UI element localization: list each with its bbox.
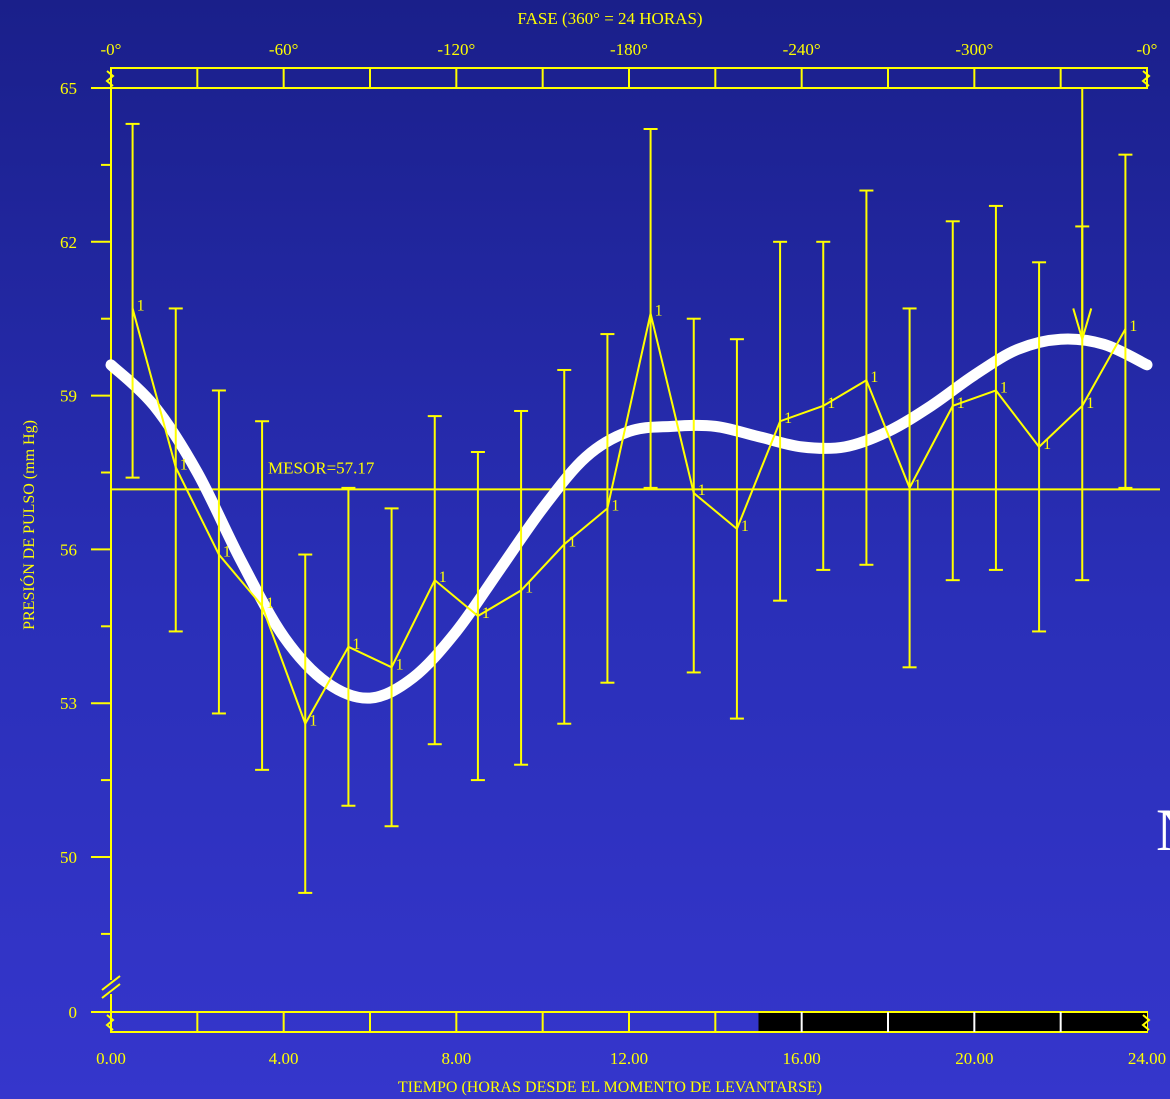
data-point-label: 1 bbox=[957, 395, 965, 412]
data-point-label: 1 bbox=[352, 636, 360, 653]
y-axis-title: PRESIÓN DE PULSO (mm Hg) bbox=[19, 420, 38, 630]
phase-tick-label: -60° bbox=[269, 40, 298, 59]
y-tick-label: 53 bbox=[60, 694, 77, 713]
data-point-label: 1 bbox=[611, 497, 619, 514]
x-tick-label: 8.00 bbox=[441, 1049, 471, 1068]
data-point-label: 1 bbox=[827, 395, 835, 412]
phase-axis-bar bbox=[105, 67, 1151, 89]
phase-tick-label: -300° bbox=[955, 40, 993, 59]
data-point-label: 1 bbox=[698, 482, 706, 499]
y-tick-label: 56 bbox=[60, 540, 77, 559]
data-layer: 1 1 1 1 1 1 1 1 1 1 1 1 1 1 1 1 1 1 1 1 1 1 1 1 bbox=[125, 88, 1137, 894]
phase-tick-label: -180° bbox=[610, 40, 648, 59]
acrophase-arrowhead bbox=[1072, 308, 1093, 343]
x-tick-label: 12.00 bbox=[610, 1049, 648, 1068]
night-band bbox=[758, 1013, 1147, 1031]
data-point-label: 1 bbox=[741, 518, 749, 535]
phase-tick-label: -120° bbox=[437, 40, 475, 59]
data-point-label: 1 bbox=[655, 303, 663, 320]
label-layer: -0° -60° -120° -180° -240° -300° -0° 0.00 4.00 8.… bbox=[96, 40, 1166, 1068]
time-bar-break-mark bbox=[1141, 1014, 1151, 1031]
data-point-label: 1 bbox=[137, 297, 145, 314]
y-break-label: 0 bbox=[69, 1003, 78, 1022]
data-point-label: 1 bbox=[396, 656, 404, 673]
x-tick-label: 0.00 bbox=[96, 1049, 126, 1068]
data-point-label: 1 bbox=[870, 369, 878, 386]
y-tick-label: 59 bbox=[60, 387, 77, 406]
y-tick-label: 65 bbox=[60, 79, 77, 98]
data-point-label: 1 bbox=[1043, 436, 1051, 453]
x-tick-label: 20.00 bbox=[955, 1049, 993, 1068]
y-axis-break-mark bbox=[101, 975, 121, 999]
data-point-label: 1 bbox=[180, 456, 188, 473]
data-point-label: 1 bbox=[482, 605, 490, 622]
cosinor-fit-curve bbox=[105, 333, 1153, 704]
phase-tick-label: -240° bbox=[783, 40, 821, 59]
cosinor-fit-layer bbox=[105, 333, 1153, 704]
data-point-label: 1 bbox=[439, 569, 447, 586]
phase-tick-label: -0° bbox=[1137, 40, 1158, 59]
x-axis-title: TIEMPO (HORAS DESDE EL MOMENTO DE LEVANT… bbox=[398, 1079, 822, 1096]
data-point-label: 1 bbox=[1129, 318, 1137, 335]
x-tick-label: 24.00 bbox=[1128, 1049, 1166, 1068]
x-tick-label: 16.00 bbox=[783, 1049, 821, 1068]
data-point-label: 1 bbox=[784, 410, 792, 427]
data-point-label: 1 bbox=[223, 544, 231, 561]
x-tick-label: 4.00 bbox=[269, 1049, 299, 1068]
phase-tick-label: -0° bbox=[101, 40, 122, 59]
data-point-label: 1 bbox=[1000, 379, 1008, 396]
data-point-label: 1 bbox=[1086, 395, 1094, 412]
phase-bar-break-mark bbox=[1141, 70, 1151, 87]
mesor-group: MESOR=57.17 bbox=[111, 458, 1160, 491]
data-point-label: 1 bbox=[914, 477, 922, 494]
mean-line bbox=[131, 308, 1127, 727]
y-tick-label: 50 bbox=[60, 848, 77, 867]
phase-bar-break-mark bbox=[105, 70, 115, 87]
mesor-label: MESOR=57.17 bbox=[268, 458, 375, 477]
data-point-label: 1 bbox=[525, 579, 533, 596]
offscreen-text-fragment: N bbox=[1156, 800, 1170, 860]
data-point-label: 1 bbox=[568, 533, 576, 550]
time-bar-break-mark bbox=[105, 1014, 115, 1031]
phase-axis-title: FASE (360° = 24 HORAS) bbox=[517, 9, 702, 28]
data-point-label: 1 bbox=[266, 595, 274, 612]
time-axis-bar bbox=[105, 1011, 1151, 1033]
data-point-label: 1 bbox=[309, 713, 317, 730]
y-axis: 0 50 53 56 59 62 65 bbox=[60, 79, 121, 1022]
y-tick-label: 62 bbox=[60, 233, 77, 252]
